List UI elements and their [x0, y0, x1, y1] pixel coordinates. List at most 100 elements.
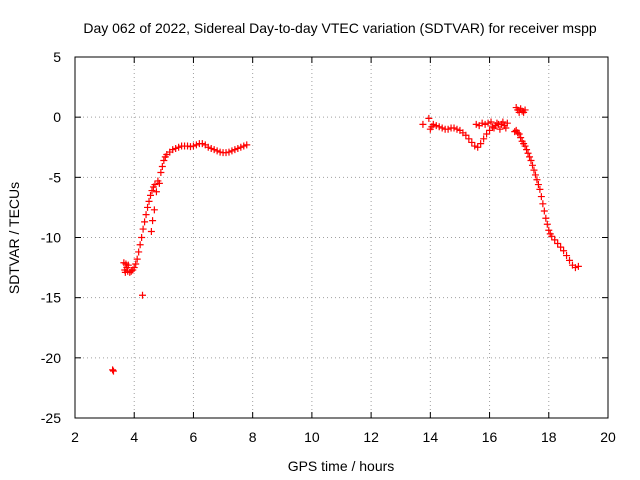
- data-point-marker: [536, 185, 544, 193]
- data-point-marker: [207, 144, 215, 152]
- y-tick-label: 5: [53, 49, 61, 65]
- data-point-marker: [429, 120, 437, 128]
- data-point-marker: [518, 107, 526, 115]
- y-tick-label: 0: [53, 109, 61, 125]
- data-point-marker: [472, 120, 480, 128]
- data-point-marker: [530, 166, 538, 174]
- data-point-marker: [481, 120, 489, 128]
- data-point-marker: [216, 148, 224, 156]
- data-point-marker: [435, 123, 443, 131]
- data-point-marker: [560, 247, 568, 255]
- x-tick-label: 8: [249, 429, 257, 445]
- data-point-marker: [175, 143, 183, 151]
- data-point-marker: [228, 147, 236, 155]
- data-point-marker: [453, 125, 461, 133]
- data-point-marker: [130, 264, 138, 272]
- data-point-marker: [563, 252, 571, 260]
- data-point-marker: [539, 200, 547, 208]
- y-tick-label: -20: [41, 350, 61, 366]
- data-point-marker: [566, 256, 574, 264]
- data-point-marker: [237, 143, 245, 151]
- data-point-marker: [477, 140, 485, 148]
- data-point-marker: [139, 291, 147, 299]
- data-point-marker: [450, 124, 458, 132]
- x-tick-label: 16: [482, 429, 498, 445]
- data-point-marker: [521, 106, 529, 114]
- data-point-marker: [210, 146, 218, 154]
- grid-layer: [75, 57, 608, 418]
- x-tick-label: 20: [600, 429, 616, 445]
- data-point-marker: [169, 146, 177, 154]
- data-point-marker: [496, 125, 504, 133]
- data-point-marker: [537, 193, 545, 201]
- y-tick-label: -25: [41, 410, 61, 426]
- x-tick-label: 18: [541, 429, 557, 445]
- data-point-marker: [503, 119, 511, 127]
- plot-frame: [74, 56, 609, 419]
- series-late-segment: [419, 104, 582, 272]
- x-tick-label: 12: [363, 429, 379, 445]
- data-point-marker: [502, 124, 510, 132]
- data-point-marker: [147, 227, 155, 235]
- data-point-marker: [574, 262, 582, 270]
- data-point-marker: [225, 148, 233, 156]
- data-point-marker: [478, 119, 486, 127]
- data-point-marker: [133, 255, 141, 263]
- data-point-marker: [419, 120, 427, 128]
- data-point-marker: [526, 153, 534, 161]
- data-point-marker: [109, 366, 117, 374]
- data-point-marker: [548, 232, 556, 240]
- data-point-marker: [462, 131, 470, 139]
- data-point-marker: [204, 143, 212, 151]
- data-point-marker: [557, 243, 565, 251]
- data-point-marker: [136, 241, 144, 249]
- data-point-marker: [124, 261, 132, 269]
- data-point-marker: [198, 140, 206, 148]
- data-point-marker: [147, 191, 155, 199]
- data-point-marker: [184, 142, 192, 150]
- data-point-marker: [192, 141, 200, 149]
- data-point-marker: [132, 260, 140, 268]
- chart-title: Day 062 of 2022, Sidereal Day-to-day VTE…: [83, 20, 596, 36]
- x-tick-label: 4: [130, 429, 138, 445]
- data-point-marker: [468, 138, 476, 146]
- data-point-marker: [514, 129, 522, 137]
- data-point-marker: [150, 206, 158, 214]
- data-point-marker: [531, 171, 539, 179]
- x-axis-label: GPS time / hours: [288, 458, 395, 474]
- data-point-marker: [158, 163, 166, 171]
- data-point-marker: [545, 226, 553, 234]
- data-point-marker: [155, 179, 163, 187]
- x-tick-label: 10: [304, 429, 320, 445]
- data-point-marker: [517, 134, 525, 142]
- data-point-marker: [540, 207, 548, 215]
- data-point-marker: [499, 118, 507, 126]
- data-point-marker: [142, 211, 150, 219]
- series-early-segment: [109, 140, 251, 375]
- data-point-marker: [149, 217, 157, 225]
- data-point-marker: [493, 119, 501, 127]
- y-tick-label: -15: [41, 290, 61, 306]
- data-point-marker: [160, 156, 168, 164]
- data-point-marker: [543, 220, 551, 228]
- data-points-layer: [109, 104, 582, 375]
- tick-layer: 2 4 6 8 10 12 14 16 18 20 5 0 -5 -10 -15 -20 -25: [41, 49, 616, 445]
- data-point-marker: [444, 125, 452, 133]
- data-point-marker: [234, 144, 242, 152]
- data-point-marker: [511, 128, 519, 136]
- data-point-marker: [172, 144, 180, 152]
- data-point-marker: [534, 181, 542, 189]
- data-point-marker: [151, 181, 159, 189]
- data-point-marker: [432, 122, 440, 130]
- data-point-marker: [486, 126, 494, 134]
- data-point-marker: [533, 176, 541, 184]
- data-point-marker: [213, 147, 221, 155]
- data-point-marker: [135, 248, 143, 256]
- data-point-marker: [186, 143, 194, 151]
- data-point-marker: [465, 135, 473, 143]
- data-point-marker: [484, 119, 492, 127]
- data-point-marker: [243, 141, 251, 149]
- data-point-marker: [144, 203, 152, 211]
- data-point-marker: [523, 146, 531, 154]
